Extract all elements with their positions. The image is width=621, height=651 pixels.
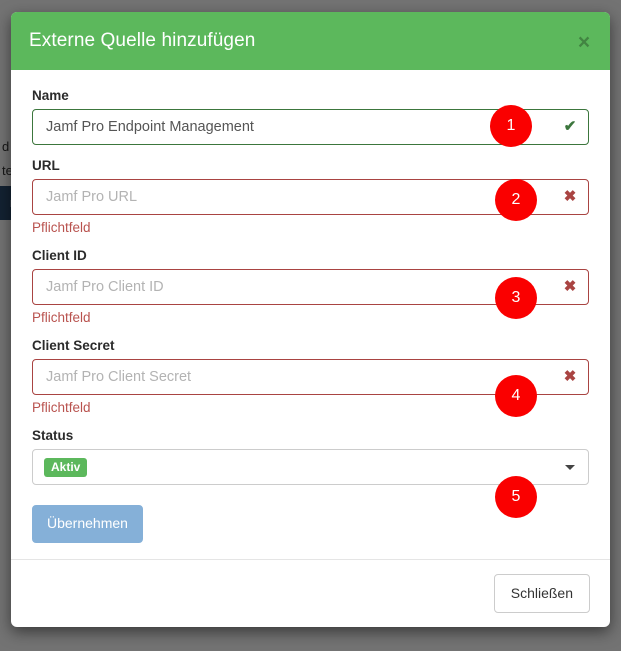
field-group-client-secret: Client Secret ✖ Pflichtfeld bbox=[32, 338, 589, 415]
status-select[interactable]: Aktiv bbox=[32, 449, 589, 485]
modal-title: Externe Quelle hinzufügen bbox=[29, 30, 256, 51]
field-label-url: URL bbox=[32, 158, 60, 173]
error-message-client-secret: Pflichtfeld bbox=[32, 400, 91, 415]
select-wrap-status: Aktiv bbox=[32, 449, 589, 485]
field-label-name: Name bbox=[32, 88, 69, 103]
step-marker-3: 3 bbox=[495, 277, 537, 319]
step-marker-4: 4 bbox=[495, 375, 537, 417]
field-label-client-secret: Client Secret bbox=[32, 338, 115, 353]
close-button[interactable]: Schließen bbox=[493, 573, 590, 614]
field-group-status: Status Aktiv bbox=[32, 428, 589, 485]
step-marker-5: 5 bbox=[495, 476, 537, 518]
submit-button[interactable]: Übernehmen bbox=[32, 505, 143, 543]
modal-footer: Schließen bbox=[11, 558, 610, 628]
close-icon[interactable]: × bbox=[575, 32, 593, 53]
error-message-client-id: Pflichtfeld bbox=[32, 310, 91, 325]
add-external-source-modal: Externe Quelle hinzufügen × Name ✔ URL ✖… bbox=[11, 12, 610, 628]
step-marker-1: 1 bbox=[490, 105, 532, 147]
error-message-url: Pflichtfeld bbox=[32, 220, 91, 235]
field-label-client-id: Client ID bbox=[32, 248, 87, 263]
client-secret-input[interactable] bbox=[32, 359, 589, 395]
status-badge: Aktiv bbox=[44, 457, 88, 477]
input-wrap-client-secret: ✖ bbox=[32, 359, 589, 395]
step-marker-2: 2 bbox=[495, 179, 537, 221]
modal-header: Externe Quelle hinzufügen × bbox=[11, 12, 610, 70]
chevron-down-icon bbox=[565, 465, 575, 470]
field-label-status: Status bbox=[32, 428, 74, 443]
